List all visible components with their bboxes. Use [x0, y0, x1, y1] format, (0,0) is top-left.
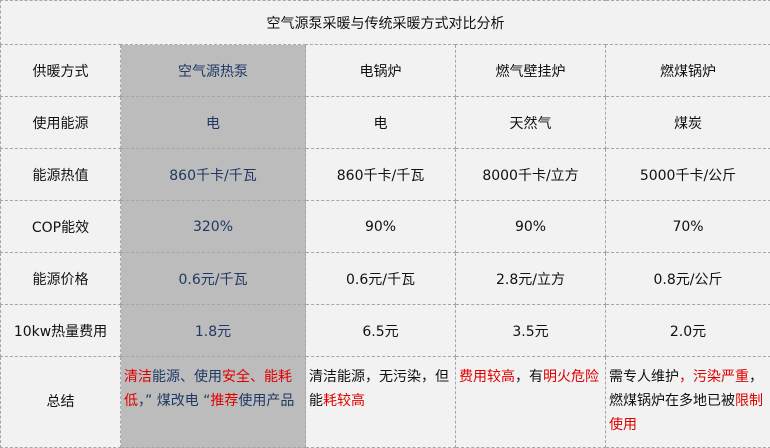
table-cell: 860千卡/千瓦 [306, 149, 456, 201]
summary-text: ，有 [515, 369, 543, 385]
table-cell: 860千卡/千瓦 [121, 149, 306, 201]
row-label: 能源价格 [1, 253, 121, 305]
emphasis-text: 费用较高 [459, 369, 515, 385]
table-cell: 5000千卡/公斤 [606, 149, 770, 201]
summary-cell: 清洁能源，无污染，但能耗较高 [306, 357, 456, 448]
row-label: 使用能源 [1, 97, 121, 149]
table-cell: 90% [456, 201, 606, 253]
table-cell: 0.6元/千瓦 [121, 253, 306, 305]
table-cell: 70% [606, 201, 770, 253]
table-row: 供暖方式空气源热泵电锅炉燃气壁挂炉燃煤锅炉 [1, 45, 770, 97]
row-label: 供暖方式 [1, 45, 121, 97]
summary-text: 需专人维护 [609, 369, 679, 385]
table-cell: 0.8元/公斤 [606, 253, 770, 305]
table-cell: 煤炭 [606, 97, 770, 149]
emphasis-text: 明火危险 [543, 369, 599, 385]
emphasis-text: 清洁 [124, 369, 152, 385]
emphasis-text: 耗较高 [323, 393, 365, 409]
table-cell: 8000千卡/立方 [456, 149, 606, 201]
summary-row: 总结清洁能源、使用安全、能耗低，” 煤改电 “推荐使用产品清洁能源，无污染，但能… [1, 357, 770, 448]
table-cell: 燃气壁挂炉 [456, 45, 606, 97]
table-cell: 2.8元/立方 [456, 253, 606, 305]
table-cell: 320% [121, 201, 306, 253]
summary-cell: 费用较高，有明火危险 [456, 357, 606, 448]
table-cell: 空气源热泵 [121, 45, 306, 97]
table-cell: 电锅炉 [306, 45, 456, 97]
summary-text: 使用产品 [238, 393, 294, 409]
summary-text: ，” 煤改电 “ [138, 393, 210, 409]
summary-cell: 需专人维护，污染严重，燃煤锅炉在多地已被限制使用 [606, 357, 770, 448]
table-cell: 2.0元 [606, 305, 770, 357]
table-cell: 3.5元 [456, 305, 606, 357]
table-cell: 90% [306, 201, 456, 253]
table-cell: 6.5元 [306, 305, 456, 357]
table-cell: 天然气 [456, 97, 606, 149]
summary-cell: 清洁能源、使用安全、能耗低，” 煤改电 “推荐使用产品 [121, 357, 306, 448]
row-label: 总结 [1, 357, 121, 448]
table-title: 空气源泵采暖与传统采暖方式对比分析 [1, 1, 770, 45]
table-row: 使用能源电电天然气煤炭 [1, 97, 770, 149]
emphasis-text: ，污染严重 [679, 369, 749, 385]
summary-text: 能源、使用 [152, 369, 222, 385]
table-cell: 燃煤锅炉 [606, 45, 770, 97]
row-label: 10kw热量费用 [1, 305, 121, 357]
table-cell: 电 [121, 97, 306, 149]
row-label: 能源热值 [1, 149, 121, 201]
table-cell: 0.6元/千瓦 [306, 253, 456, 305]
emphasis-text: 推荐 [210, 393, 238, 409]
table-cell: 电 [306, 97, 456, 149]
table-cell: 1.8元 [121, 305, 306, 357]
row-label: COP能效 [1, 201, 121, 253]
